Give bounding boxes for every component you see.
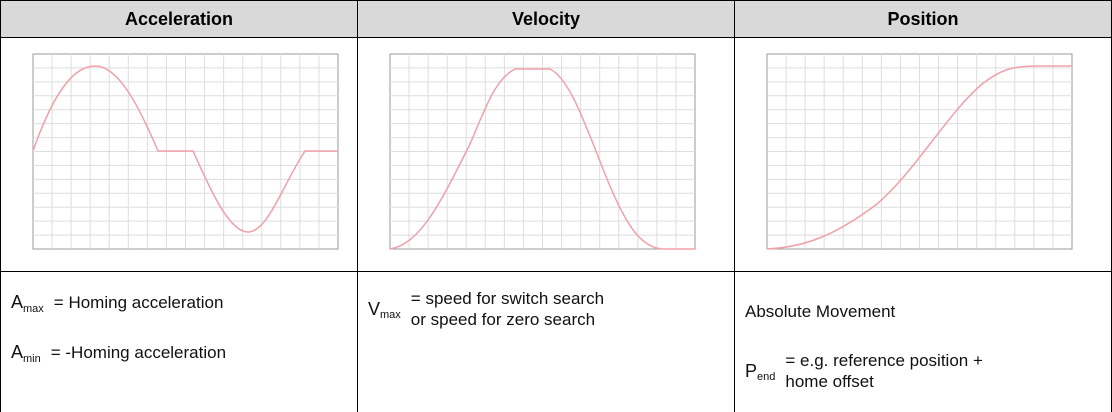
plot bbox=[32, 53, 339, 250]
subscript: min bbox=[23, 352, 41, 365]
heading: Absolute Movement bbox=[745, 302, 896, 321]
curve bbox=[32, 65, 338, 233]
description: = -Homing acceleration bbox=[50, 342, 227, 362]
curve bbox=[389, 68, 695, 250]
image-cell bbox=[0, 38, 358, 272]
description: = speed for switch search bbox=[410, 289, 605, 308]
header-cell: Acceleration bbox=[0, 0, 358, 38]
header-cell: Position bbox=[734, 0, 1112, 38]
curve bbox=[766, 65, 1072, 250]
subscript: max bbox=[23, 302, 44, 315]
description: or speed for zero search bbox=[410, 310, 596, 329]
symbol: A bbox=[11, 342, 24, 362]
image-cell bbox=[357, 38, 735, 272]
symbol: V bbox=[368, 298, 381, 319]
plot bbox=[766, 53, 1073, 250]
image-cell bbox=[734, 38, 1112, 272]
header-cell: Velocity bbox=[357, 0, 735, 38]
symbol: A bbox=[11, 292, 24, 312]
description: = e.g. reference position + bbox=[785, 351, 983, 370]
description: home offset bbox=[785, 372, 874, 391]
subscript: max bbox=[380, 309, 401, 321]
subscript: end bbox=[757, 371, 776, 383]
description: = Homing acceleration bbox=[53, 292, 224, 312]
symbol: P bbox=[745, 360, 758, 381]
plot bbox=[389, 53, 696, 250]
